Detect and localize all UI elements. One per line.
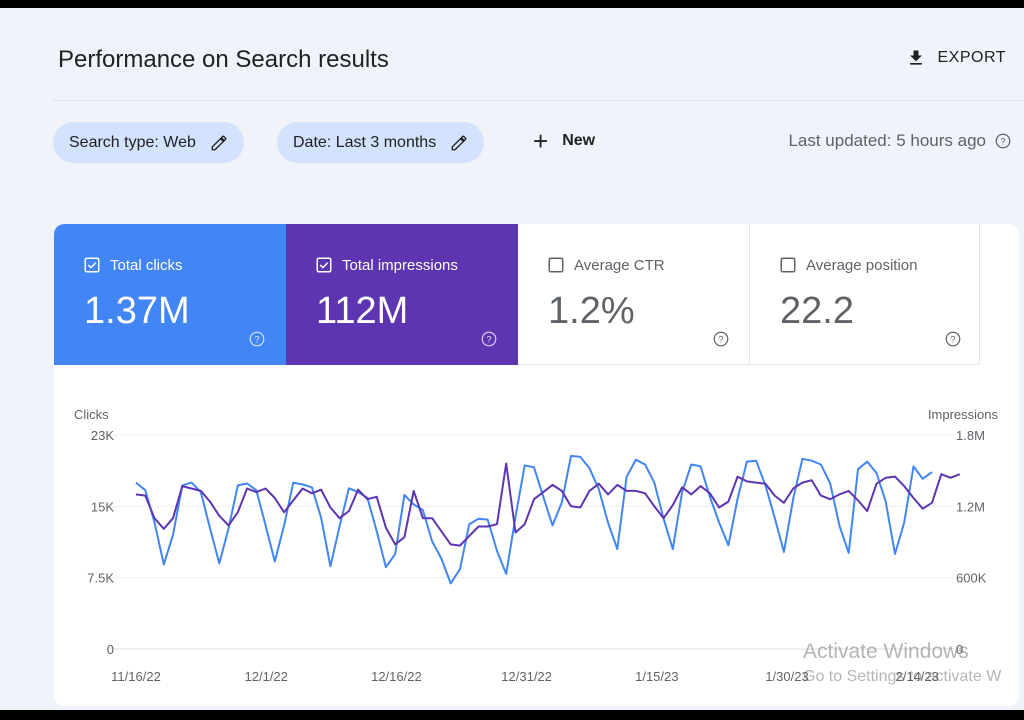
y-left-tick-label: 23K [91, 428, 114, 443]
help-icon[interactable]: ? [248, 330, 266, 348]
metric-value: 22.2 [780, 290, 854, 332]
performance-card: Total clicks 1.37M ? Total impressions 1… [54, 224, 1019, 706]
x-tick-label: 1/30/23 [765, 669, 808, 684]
download-icon [909, 50, 922, 65]
svg-text:?: ? [486, 334, 491, 344]
export-button[interactable]: EXPORT [906, 48, 1007, 68]
search-type-filter-chip[interactable]: Search type: Web [53, 122, 244, 163]
last-updated: Last updated: 5 hours ago ? [788, 131, 1012, 151]
x-tick-label: 2/14/23 [896, 669, 939, 684]
metric-label: Total clicks [110, 256, 183, 274]
x-tick-label: 12/16/22 [371, 669, 422, 684]
checkbox-unchecked-icon[interactable] [547, 256, 565, 274]
date-filter-chip[interactable]: Date: Last 3 months [277, 122, 485, 163]
metric-total-clicks[interactable]: Total clicks 1.37M ? [54, 224, 286, 365]
performance-page: Performance on Search results EXPORT Sea… [0, 8, 1024, 710]
x-tick-label: 1/15/23 [635, 669, 678, 684]
help-icon[interactable]: ? [480, 330, 498, 348]
metric-average-position[interactable]: Average position 22.2 ? [750, 224, 980, 365]
checkbox-unchecked-icon[interactable] [779, 256, 797, 274]
date-filter-label: Date: Last 3 months [293, 133, 437, 151]
y-left-axis-title: Clicks [74, 407, 109, 422]
activate-windows-subtext: Go to Settings to activate W [803, 668, 1002, 685]
performance-chart[interactable]: 0 0 7.5K 600K 15K 1.2M 23K 1.8M Clicks Impression… [54, 365, 1019, 706]
metric-value: 1.37M [84, 290, 190, 332]
svg-text:?: ? [254, 334, 259, 344]
svg-text:?: ? [1000, 136, 1005, 146]
svg-text:?: ? [718, 334, 723, 344]
checkbox-checked-icon[interactable] [83, 256, 101, 274]
last-updated-text: Last updated: 5 hours ago [788, 131, 986, 150]
search-type-filter-label: Search type: Web [69, 133, 196, 151]
metric-label: Average position [806, 256, 918, 274]
page-title: Performance on Search results [58, 46, 389, 73]
metric-total-impressions[interactable]: Total impressions 112M ? [286, 224, 518, 365]
y-right-tick-label: 0 [956, 642, 963, 657]
metric-label: Average CTR [574, 256, 665, 274]
metric-value: 112M [316, 290, 409, 332]
help-icon[interactable]: ? [712, 330, 730, 348]
y-left-tick-label: 15K [91, 499, 114, 514]
y-right-tick-label: 1.8M [956, 428, 985, 443]
x-tick-label: 11/16/22 [111, 669, 161, 684]
edit-icon [211, 135, 227, 150]
svg-text:?: ? [950, 334, 955, 344]
x-tick-label: 12/1/22 [245, 669, 288, 684]
y-left-tick-label: 0 [107, 642, 114, 657]
metric-value: 1.2% [548, 290, 635, 332]
help-icon[interactable]: ? [994, 132, 1012, 150]
x-tick-label: 12/31/22 [501, 669, 552, 684]
series-line-impressions [135, 462, 961, 547]
metric-average-ctr[interactable]: Average CTR 1.2% ? [518, 224, 750, 365]
activate-windows-watermark: Activate Windows [803, 640, 969, 663]
new-filter-label: New [562, 132, 596, 149]
y-right-axis-title: Impressions [928, 407, 999, 422]
new-filter-button[interactable]: + New [533, 128, 595, 154]
export-label: EXPORT [937, 49, 1006, 66]
metric-label: Total impressions [342, 256, 458, 274]
plus-icon: + [533, 126, 549, 156]
y-left-tick-label: 7.5K [87, 571, 114, 586]
y-right-tick-label: 1.2M [956, 499, 985, 514]
y-right-tick-label: 600K [956, 571, 987, 586]
checkbox-checked-icon[interactable] [315, 256, 333, 274]
series-line-clicks [135, 454, 933, 585]
edit-icon [451, 135, 467, 150]
help-icon[interactable]: ? [944, 330, 962, 348]
header-divider [52, 100, 1024, 101]
